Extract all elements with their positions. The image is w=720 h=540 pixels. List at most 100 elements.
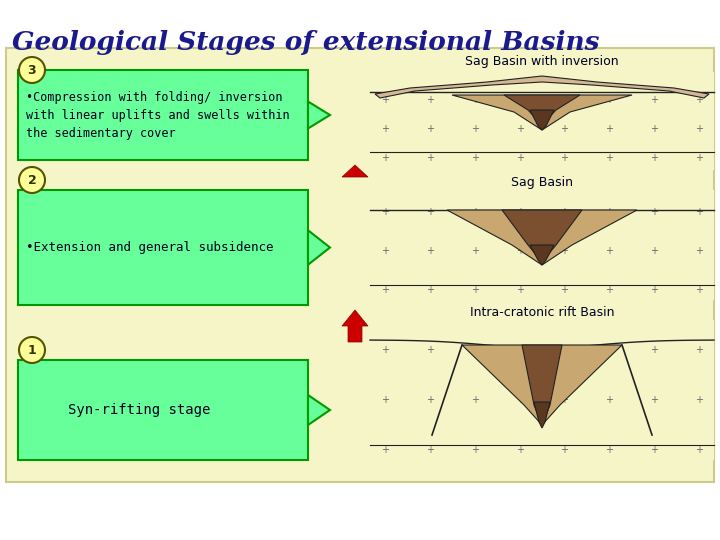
Text: +: + bbox=[606, 207, 613, 217]
Text: +: + bbox=[650, 153, 658, 163]
Text: +: + bbox=[516, 445, 523, 455]
Text: +: + bbox=[560, 395, 568, 405]
Text: +: + bbox=[695, 124, 703, 134]
Text: +: + bbox=[471, 95, 479, 105]
Text: +: + bbox=[606, 445, 613, 455]
Text: +: + bbox=[695, 95, 703, 105]
Text: +: + bbox=[650, 445, 658, 455]
Text: +: + bbox=[695, 246, 703, 256]
Text: +: + bbox=[381, 124, 389, 134]
Text: +: + bbox=[695, 285, 703, 295]
Text: +: + bbox=[426, 124, 434, 134]
Text: +: + bbox=[695, 395, 703, 405]
Text: +: + bbox=[381, 246, 389, 256]
Text: Syn-rifting stage: Syn-rifting stage bbox=[68, 403, 210, 417]
FancyBboxPatch shape bbox=[370, 72, 714, 170]
Text: +: + bbox=[381, 445, 389, 455]
Polygon shape bbox=[530, 110, 554, 130]
Text: +: + bbox=[560, 153, 568, 163]
Text: +: + bbox=[650, 207, 658, 217]
Text: 2: 2 bbox=[27, 173, 37, 186]
Text: +: + bbox=[516, 153, 523, 163]
Text: +: + bbox=[650, 345, 658, 355]
Circle shape bbox=[19, 337, 45, 363]
Text: +: + bbox=[471, 285, 479, 295]
FancyBboxPatch shape bbox=[18, 190, 308, 305]
Text: Geological Stages of extensional Basins: Geological Stages of extensional Basins bbox=[12, 30, 600, 55]
Text: •Extension and general subsidence: •Extension and general subsidence bbox=[26, 241, 274, 254]
Text: Sag Basin: Sag Basin bbox=[511, 176, 573, 189]
Polygon shape bbox=[447, 210, 637, 265]
Text: +: + bbox=[426, 345, 434, 355]
Polygon shape bbox=[504, 95, 580, 125]
FancyArrow shape bbox=[342, 165, 368, 177]
Text: +: + bbox=[606, 95, 613, 105]
Text: +: + bbox=[650, 395, 658, 405]
Text: +: + bbox=[516, 395, 523, 405]
Polygon shape bbox=[530, 245, 554, 265]
Text: +: + bbox=[471, 345, 479, 355]
Text: +: + bbox=[650, 246, 658, 256]
Text: +: + bbox=[650, 285, 658, 295]
Text: +: + bbox=[695, 207, 703, 217]
Text: +: + bbox=[606, 246, 613, 256]
Text: +: + bbox=[426, 95, 434, 105]
Text: +: + bbox=[426, 153, 434, 163]
Text: +: + bbox=[471, 124, 479, 134]
Text: +: + bbox=[426, 246, 434, 256]
Text: +: + bbox=[560, 207, 568, 217]
Text: +: + bbox=[426, 285, 434, 295]
FancyArrow shape bbox=[342, 310, 368, 342]
Circle shape bbox=[19, 57, 45, 83]
Text: +: + bbox=[516, 246, 523, 256]
Text: +: + bbox=[650, 95, 658, 105]
Text: Intra-cratonic rift Basin: Intra-cratonic rift Basin bbox=[469, 306, 614, 319]
Text: •Compression with folding/ inversion
with linear uplifts and swells within
the s: •Compression with folding/ inversion wit… bbox=[26, 91, 289, 139]
Text: +: + bbox=[560, 445, 568, 455]
Text: +: + bbox=[695, 445, 703, 455]
Text: +: + bbox=[381, 345, 389, 355]
Text: +: + bbox=[516, 345, 523, 355]
Polygon shape bbox=[462, 345, 622, 425]
Polygon shape bbox=[308, 395, 330, 425]
Text: +: + bbox=[695, 153, 703, 163]
Text: +: + bbox=[516, 95, 523, 105]
Polygon shape bbox=[522, 345, 562, 425]
Text: +: + bbox=[560, 95, 568, 105]
Text: +: + bbox=[606, 345, 613, 355]
Text: +: + bbox=[471, 153, 479, 163]
Polygon shape bbox=[308, 102, 330, 129]
Polygon shape bbox=[452, 95, 632, 130]
Text: +: + bbox=[560, 345, 568, 355]
Text: +: + bbox=[426, 207, 434, 217]
Text: 1: 1 bbox=[27, 343, 37, 356]
Text: +: + bbox=[516, 285, 523, 295]
Text: +: + bbox=[650, 124, 658, 134]
Polygon shape bbox=[502, 210, 582, 262]
FancyBboxPatch shape bbox=[18, 360, 308, 460]
Text: +: + bbox=[695, 345, 703, 355]
Text: +: + bbox=[471, 445, 479, 455]
Text: +: + bbox=[381, 153, 389, 163]
Text: +: + bbox=[606, 153, 613, 163]
FancyBboxPatch shape bbox=[370, 190, 714, 300]
Text: +: + bbox=[471, 246, 479, 256]
Text: +: + bbox=[381, 285, 389, 295]
Text: Sag Basin with inversion: Sag Basin with inversion bbox=[465, 55, 618, 68]
Polygon shape bbox=[534, 402, 550, 428]
Text: 3: 3 bbox=[27, 64, 36, 77]
Text: +: + bbox=[381, 395, 389, 405]
Text: +: + bbox=[560, 285, 568, 295]
Polygon shape bbox=[375, 76, 709, 98]
FancyBboxPatch shape bbox=[370, 320, 714, 460]
FancyBboxPatch shape bbox=[6, 48, 714, 482]
Text: +: + bbox=[426, 395, 434, 405]
Text: +: + bbox=[426, 445, 434, 455]
Text: +: + bbox=[471, 395, 479, 405]
Text: +: + bbox=[516, 207, 523, 217]
Text: +: + bbox=[381, 95, 389, 105]
Text: +: + bbox=[606, 124, 613, 134]
FancyBboxPatch shape bbox=[18, 70, 308, 160]
Text: +: + bbox=[606, 285, 613, 295]
Text: +: + bbox=[560, 124, 568, 134]
